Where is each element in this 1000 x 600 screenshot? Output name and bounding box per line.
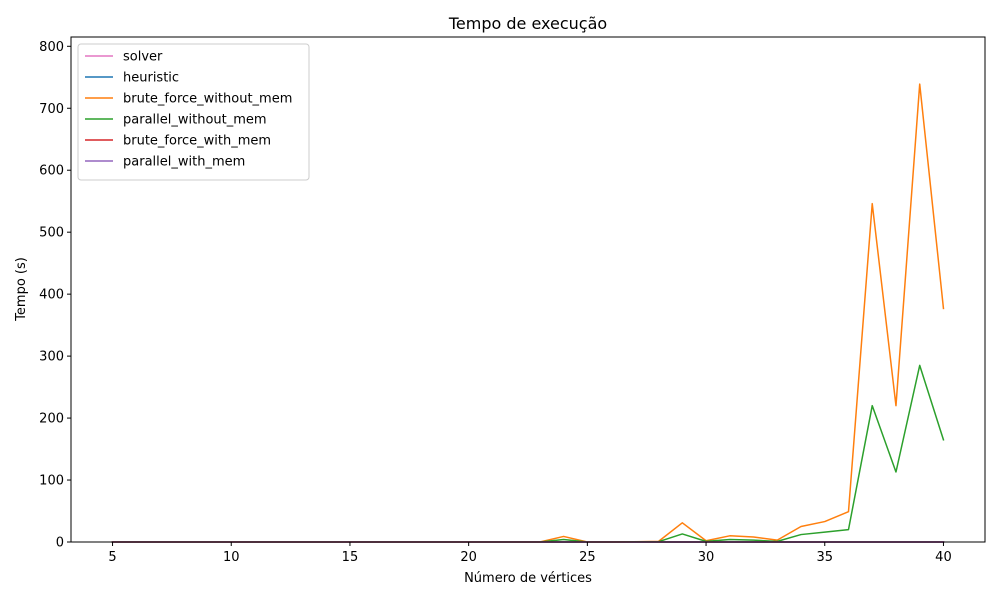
x-tick-label: 10 [223, 550, 240, 565]
x-tick-label: 20 [460, 550, 477, 565]
legend-label: brute_force_with_mem [123, 134, 271, 149]
x-tick-label: 40 [935, 550, 952, 565]
legend-box [77, 43, 310, 181]
y-tick-label: 300 [39, 350, 64, 365]
x-tick-label: 25 [579, 550, 596, 565]
legend-label: solver [123, 50, 163, 65]
y-axis-label: Tempo (s) [14, 257, 29, 322]
x-tick-label: 30 [698, 550, 715, 565]
legend-label: parallel_without_mem [123, 113, 267, 128]
y-tick-label: 500 [39, 226, 64, 241]
plot-frame [70, 36, 986, 543]
x-axis-label: Número de vértices [464, 571, 592, 586]
legend: solver heuristic brute_force_without_mempa… [77, 43, 310, 181]
y-tick-label: 200 [39, 412, 64, 427]
legend-label: parallel_with_mem [123, 155, 245, 170]
x-tick-label: 35 [816, 550, 833, 565]
y-tick-label: 600 [39, 164, 64, 179]
y-tick-label: 100 [39, 474, 64, 489]
legend-label: heuristic [123, 71, 179, 86]
x-tick-label: 15 [342, 550, 359, 565]
y-tick-label: 0 [56, 536, 64, 551]
y-tick-label: 800 [39, 40, 64, 55]
y-tick-label: 700 [39, 102, 64, 117]
series-line-parallel-without-mem [111, 364, 945, 543]
chart-title: Tempo de execução [448, 14, 607, 33]
legend-label: brute_force_without_mem [123, 92, 292, 107]
y-tick-label: 400 [39, 288, 64, 303]
x-tick-label: 5 [108, 550, 116, 565]
